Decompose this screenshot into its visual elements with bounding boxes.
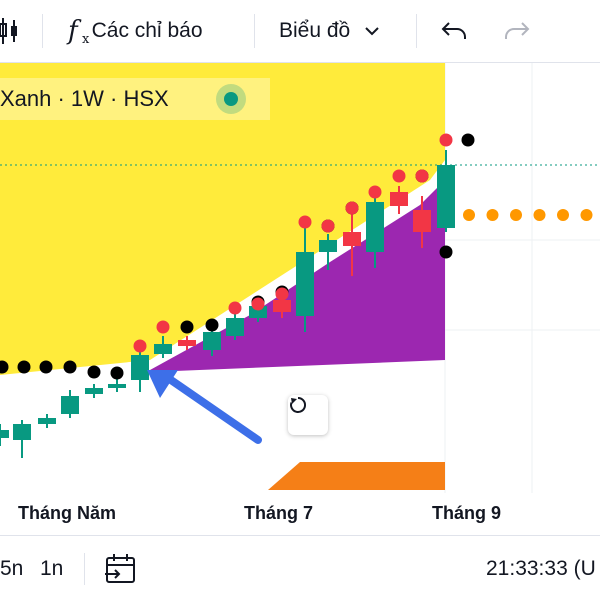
annotation-arrow-head — [147, 370, 178, 398]
candle-body — [226, 318, 244, 336]
session-clock[interactable]: 21:33:33 (U — [486, 536, 596, 601]
undo-icon — [441, 22, 466, 39]
candle-body — [61, 396, 79, 414]
projection-dot — [486, 209, 499, 221]
signal-dot — [368, 185, 382, 199]
toolbar-divider — [416, 14, 417, 48]
candle-body — [366, 202, 384, 252]
signal-dot — [251, 297, 265, 311]
candle-body — [13, 424, 31, 440]
signal-dot — [415, 169, 429, 183]
candle-body — [154, 344, 172, 354]
signal-dot — [156, 320, 170, 334]
chart-type-label: Biểu đồ — [279, 19, 351, 42]
stop-dot — [439, 245, 453, 259]
signal-dot — [298, 215, 312, 229]
signal-dot — [321, 219, 335, 233]
stop-dot — [17, 360, 31, 374]
market-status-indicator — [216, 84, 246, 114]
candle-body — [413, 210, 431, 232]
candle-body — [0, 430, 9, 438]
yellow-band-top — [0, 63, 445, 160]
candle-body — [437, 165, 455, 228]
candle-body — [108, 384, 126, 388]
projection-dot — [533, 209, 546, 221]
projection-dot — [510, 209, 522, 221]
projection-dot — [463, 209, 475, 221]
candle-body — [203, 332, 221, 350]
range-1d-button[interactable]: 1n — [40, 536, 63, 601]
candle-body — [131, 355, 149, 380]
candle-body — [319, 240, 337, 252]
stop-dot — [39, 360, 53, 374]
candle-body — [178, 340, 196, 346]
signal-dot — [345, 201, 359, 215]
x-axis-label-september: Tháng 9 — [432, 503, 502, 523]
symbol-legend[interactable]: Xanh · 1W · HSX — [0, 78, 270, 120]
x-axis-label-may: Tháng Năm — [18, 503, 117, 523]
reset-icon — [290, 396, 307, 413]
price-chart[interactable]: Xanh · 1W · HSX Tháng Năm Tháng 7 Tháng … — [0, 63, 600, 535]
range-5d-label: 5n — [0, 556, 24, 580]
redo-icon — [505, 22, 530, 39]
range-5d-button[interactable]: 5n — [0, 536, 23, 601]
chart-type-dropdown[interactable]: Biểu đồ — [279, 0, 380, 62]
redo-button[interactable] — [503, 0, 531, 62]
stop-dot — [461, 133, 475, 147]
chart-canvas[interactable] — [0, 63, 600, 535]
undo-button[interactable] — [440, 0, 468, 62]
stop-dot — [0, 360, 9, 374]
candle-body — [273, 300, 291, 312]
symbol-legend-text: Xanh · 1W · HSX — [0, 86, 169, 111]
chart-style-button[interactable] — [0, 0, 20, 62]
reset-chart-button[interactable] — [288, 395, 328, 435]
signal-dot — [275, 287, 289, 301]
purple-band-fill — [150, 180, 445, 372]
annotation-arrow-shaft — [164, 374, 262, 444]
signal-dot — [392, 169, 406, 183]
bottom-bar: 5n 1n 21:33:33 (U — [0, 535, 600, 601]
signal-dot — [439, 133, 453, 147]
range-1d-label: 1n — [40, 556, 64, 580]
candles-icon — [0, 18, 17, 44]
stop-dot — [110, 366, 124, 380]
orange-band-fill — [268, 462, 445, 490]
yellow-band-fill — [0, 160, 445, 375]
candle-body — [390, 192, 408, 206]
candle-body — [249, 306, 267, 318]
candle-body — [296, 252, 314, 316]
toolbar-divider — [42, 14, 43, 48]
stop-dot — [205, 318, 219, 332]
status-dot-icon — [224, 92, 238, 106]
candle-body — [343, 232, 361, 246]
session-clock-text: 21:33:33 (U — [486, 556, 596, 580]
signal-dot — [133, 339, 147, 353]
x-axis-label-july: Tháng 7 — [244, 503, 314, 523]
stop-dot — [63, 360, 77, 374]
signal-dot — [228, 301, 242, 315]
stop-dot — [180, 320, 194, 334]
indicators-label: Các chỉ báo — [91, 19, 203, 42]
stop-dot — [87, 365, 101, 379]
toolbar-divider — [254, 14, 255, 48]
calendar-goto-icon — [105, 553, 135, 583]
go-to-date-button[interactable] — [104, 536, 138, 601]
projection-dot — [557, 209, 569, 221]
chevron-down-icon — [365, 27, 379, 36]
candle-body — [38, 418, 56, 424]
projection-dot — [580, 209, 593, 221]
bottom-divider — [84, 553, 85, 585]
candle-body — [85, 388, 103, 394]
